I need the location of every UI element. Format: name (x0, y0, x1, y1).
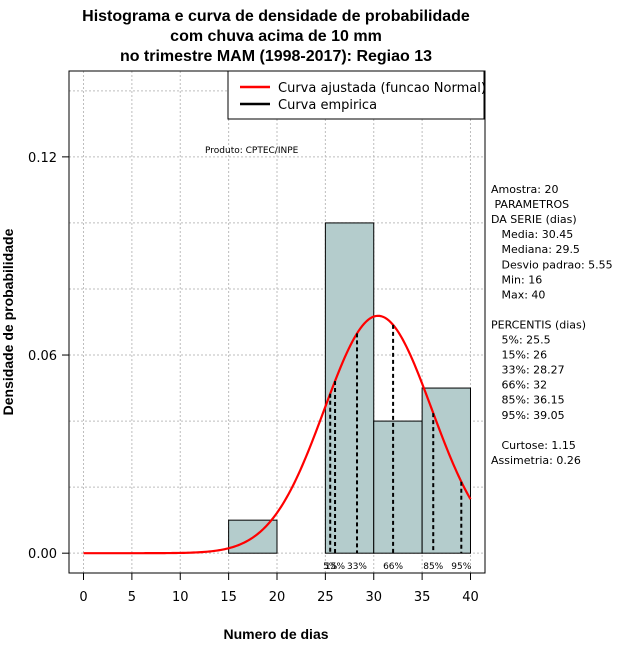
x-tick-label-6: 30 (365, 590, 382, 605)
chart-title-line-3: no trimestre MAM (1998-2017): Regiao 13 (120, 48, 432, 65)
x-tick-label-7: 35 (414, 590, 431, 605)
chart-title-line-1: Histograma e curva de densidade de proba… (82, 8, 470, 25)
legend: Curva ajustada (funcao Normal) Curva emp… (227, 70, 486, 120)
histogram-bar-4 (421, 387, 471, 554)
stats-line-12: 33%: 28.27 (491, 364, 565, 377)
percentile-label-2: 33% (347, 562, 367, 572)
y-tick-label-2: 0.12 (28, 151, 57, 166)
percentile-label-1: 15% (325, 562, 345, 572)
legend-label-empirical: Curva empirica (278, 98, 377, 113)
stats-line-18: Assimetria: 0.26 (491, 454, 581, 467)
stats-line-9: PERCENTIS (dias) (491, 318, 586, 331)
percentile-label-5: 95% (451, 562, 471, 572)
stats-line-1: PARAMETROS (491, 198, 569, 211)
histogram-bars (228, 222, 471, 554)
stats-line-15: 95%: 39.05 (491, 409, 565, 422)
stats-line-17: Curtose: 1.15 (491, 439, 576, 452)
x-tick-label-2: 10 (172, 590, 189, 605)
stats-line-14: 85%: 36.15 (491, 394, 565, 407)
x-tick-label-3: 15 (220, 590, 237, 605)
x-axis-label: Numero de dias (223, 626, 328, 642)
legend-label-fitted: Curva ajustada (funcao Normal) (278, 81, 486, 96)
stats-line-7: Max: 40 (491, 288, 545, 301)
stats-line-10: 5%: 25.5 (491, 334, 551, 347)
x-tick-label-1: 5 (128, 590, 136, 605)
x-tick-label-8: 40 (462, 590, 479, 605)
histogram-bar-3 (373, 420, 423, 554)
x-tick-label-5: 25 (317, 590, 334, 605)
percentile-label-4: 85% (423, 562, 443, 572)
chart-title-line-2: com chuva acima de 10 mm (170, 28, 382, 45)
y-tick-label-1: 0.06 (28, 349, 57, 364)
stats-line-2: DA SERIE (dias) (491, 213, 577, 226)
stats-line-3: Media: 30.45 (491, 228, 573, 241)
stats-line-13: 66%: 32 (491, 379, 547, 392)
product-label: Produto: CPTEC/INPE (205, 146, 299, 156)
legend-box (227, 70, 485, 120)
stats-line-11: 15%: 26 (491, 349, 547, 362)
percentile-label-3: 66% (383, 562, 403, 572)
fitted-curve-layer (83, 314, 472, 555)
stats-line-4: Mediana: 29.5 (491, 243, 580, 256)
stats-line-5: Desvio padrao: 5.55 (491, 258, 613, 271)
stats-line-6: Min: 16 (491, 273, 542, 286)
fitted-curve-line (83, 314, 472, 555)
percentile-lines: 5%15% 33% 66% 85% 95% (323, 324, 472, 572)
statistics-panel: Amostra: 20 PARAMETROS DA SERIE (dias) Me… (491, 183, 613, 467)
percentile-label-0: 5% (323, 562, 338, 572)
x-tick-label-4: 20 (269, 590, 286, 605)
x-tick-label-0: 0 (79, 590, 87, 605)
axes: 0 5 10 15 20 25 30 35 40 0.00 0.06 0.12 (28, 151, 479, 605)
stats-line-0: Amostra: 20 (491, 183, 558, 196)
y-tick-label-0: 0.00 (28, 547, 57, 562)
y-axis-label: Densidade de probabilidade (0, 228, 16, 415)
